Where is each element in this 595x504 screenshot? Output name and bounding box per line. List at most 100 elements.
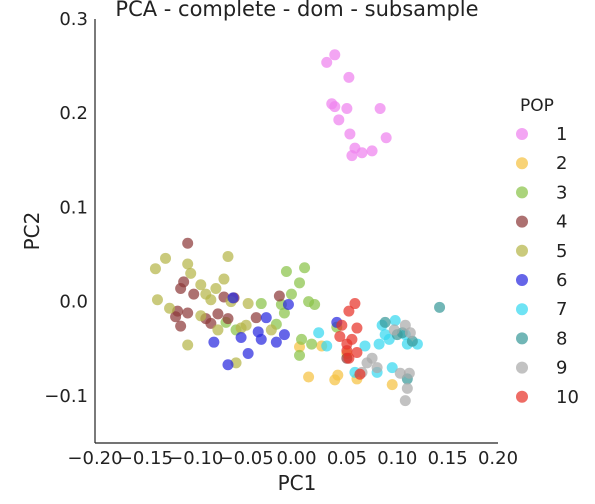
data-point — [208, 336, 220, 348]
data-point — [282, 298, 294, 310]
data-point — [334, 331, 346, 343]
x-tick-label: −0.15 — [118, 448, 173, 469]
data-point — [354, 368, 366, 380]
data-point — [149, 263, 161, 275]
data-point — [296, 333, 308, 345]
legend-label: 9 — [556, 358, 567, 379]
data-point — [195, 279, 207, 291]
legend-label: 8 — [556, 328, 567, 349]
data-point — [205, 317, 217, 329]
data-point — [309, 298, 321, 310]
data-point — [303, 371, 315, 383]
data-point — [343, 305, 355, 317]
data-point — [195, 310, 207, 322]
legend-marker — [516, 186, 528, 199]
data-point — [374, 103, 386, 115]
legend-marker — [516, 390, 528, 403]
data-point — [218, 273, 230, 285]
data-point — [212, 308, 224, 320]
y-tick-label: 0.2 — [59, 103, 88, 124]
data-point — [386, 362, 398, 374]
data-point — [182, 237, 194, 249]
data-point — [222, 250, 234, 262]
y-tick-label: 0.0 — [59, 292, 88, 313]
data-point — [278, 307, 290, 319]
legend-marker — [516, 361, 528, 374]
data-point — [406, 335, 418, 347]
legend-label: 10 — [556, 387, 579, 408]
data-point — [255, 298, 267, 310]
legend-title: POP — [520, 96, 554, 116]
data-point — [321, 56, 333, 68]
data-point — [332, 369, 344, 381]
x-tick-label: −0.05 — [219, 448, 274, 469]
data-point — [270, 336, 282, 348]
data-point — [250, 312, 262, 324]
data-point — [346, 150, 358, 162]
y-axis-label: PC2 — [20, 212, 44, 251]
chart-title: PCA - complete - dom - subsample — [115, 0, 478, 21]
data-point — [356, 147, 368, 159]
data-point — [185, 267, 197, 279]
x-tick-label: 0.20 — [478, 448, 518, 469]
data-point — [151, 294, 163, 306]
data-point — [294, 349, 306, 361]
legend-label: 2 — [556, 153, 567, 174]
data-point — [242, 298, 254, 310]
legend-label: 6 — [556, 270, 567, 291]
data-point — [329, 101, 341, 113]
data-point — [399, 395, 411, 407]
data-point — [434, 301, 446, 313]
data-point — [388, 324, 400, 336]
x-tick-label: 0.15 — [428, 448, 468, 469]
data-point — [366, 145, 378, 157]
data-point — [222, 359, 234, 371]
legend-marker — [516, 303, 528, 316]
data-point — [175, 320, 187, 332]
legend-label: 7 — [556, 299, 567, 320]
data-point — [349, 298, 361, 310]
data-point — [164, 302, 176, 314]
x-tick-label: 0.00 — [276, 448, 316, 469]
data-point — [351, 322, 363, 334]
x-axis-label: PC1 — [278, 471, 317, 495]
x-tick-label: 0.05 — [327, 448, 367, 469]
legend-marker — [516, 215, 528, 228]
data-point — [313, 327, 325, 339]
data-point — [294, 277, 306, 289]
legend-marker — [516, 332, 528, 345]
data-point — [182, 339, 194, 351]
data-point — [379, 316, 391, 328]
plot-area — [149, 49, 446, 407]
data-point — [351, 347, 363, 359]
data-point — [210, 282, 222, 294]
data-point — [403, 367, 415, 379]
series-pop-8 — [379, 301, 446, 385]
data-point — [265, 324, 277, 336]
data-point — [278, 329, 290, 341]
data-point — [344, 128, 356, 140]
data-point — [401, 382, 413, 394]
legend-label: 4 — [556, 212, 567, 233]
data-point — [333, 114, 345, 126]
y-tick-labels: −0.1 0.0 0.1 0.2 0.3 — [44, 9, 88, 407]
series-pop-1 — [321, 49, 392, 162]
data-point — [343, 71, 355, 83]
legend: POP 1 2 3 4 5 6 7 8 9 10 — [516, 96, 579, 408]
data-point — [371, 362, 383, 374]
data-point — [160, 252, 172, 264]
data-point — [240, 319, 252, 331]
data-point — [182, 307, 194, 319]
x-tick-labels: −0.20−0.15−0.10−0.05 0.00 0.05 0.10 0.15 0.20 — [67, 448, 518, 469]
data-point — [404, 327, 416, 339]
data-point — [222, 313, 234, 325]
x-tick-label: −0.10 — [168, 448, 223, 469]
data-point — [235, 331, 247, 343]
data-point — [386, 379, 398, 391]
legend-marker — [516, 157, 528, 170]
data-point — [212, 324, 224, 336]
data-point — [227, 292, 239, 304]
data-point — [242, 347, 254, 359]
legend-label: 5 — [556, 241, 567, 262]
